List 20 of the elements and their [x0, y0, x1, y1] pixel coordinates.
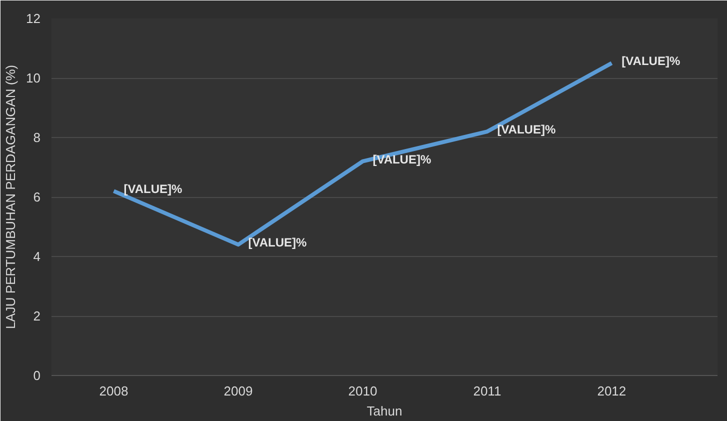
data-label: [VALUE]%	[497, 122, 556, 137]
x-tick-label: 2011	[473, 384, 502, 398]
y-tick-label: 6	[33, 190, 41, 204]
y-tick-label: 4	[33, 249, 41, 264]
x-tick-label: 2010	[348, 384, 378, 398]
x-tick-label: 2012	[597, 384, 626, 398]
y-tick-label: 10	[26, 70, 41, 86]
y-axis-title: LAJU PERTUMBUHAN PERDAGANGAN (%)	[3, 64, 18, 330]
data-label: [VALUE]%	[124, 182, 183, 196]
y-tick-label: 12	[26, 11, 41, 26]
y-tick-label: 8	[33, 130, 41, 145]
x-tick-label: 2008	[99, 384, 128, 398]
data-label: [VALUE]%	[248, 236, 307, 250]
x-axis-title: Tahun	[366, 404, 402, 418]
y-tick-label: 0	[33, 368, 41, 383]
data-label: [VALUE]%	[622, 54, 680, 68]
data-label: [VALUE]%	[372, 152, 432, 166]
line-series	[112, 61, 614, 247]
x-tick-label: 2009	[224, 384, 253, 398]
y-tick-label: 2	[33, 308, 41, 324]
